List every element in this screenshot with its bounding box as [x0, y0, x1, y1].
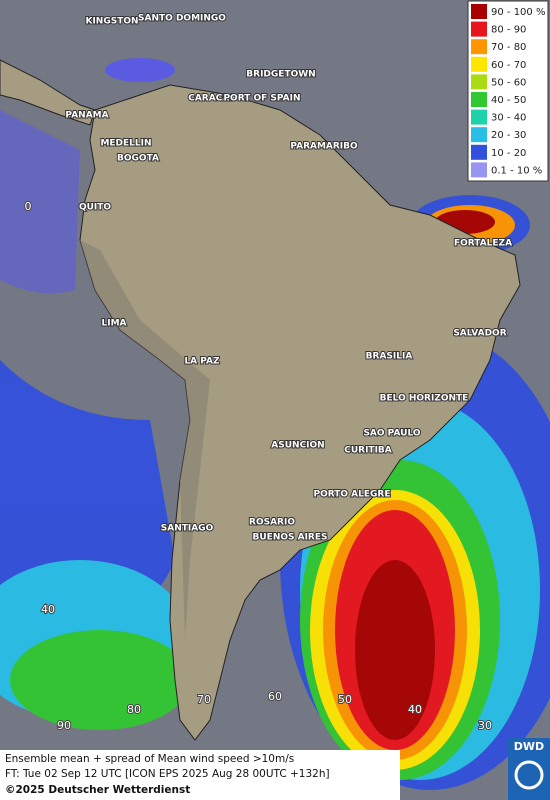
legend-swatch	[471, 39, 487, 55]
legend: 90 - 100 % 80 - 90 70 - 80 60 - 70 50 - 60 40…	[467, 0, 549, 182]
wind-area	[10, 630, 190, 730]
city-label: CURITIBA	[344, 446, 392, 456]
legend-label: 10 - 20	[491, 148, 526, 159]
city-label: PORT OF SPAIN	[223, 94, 300, 104]
legend-swatch	[471, 92, 487, 107]
graticule-label: 0	[25, 200, 32, 213]
legend-label: 50 - 60	[491, 77, 526, 88]
footer-text: ©2025 Deutscher Wetterdienst	[5, 784, 190, 796]
legend-swatch	[471, 109, 487, 125]
city-label: SANTO DOMINGO	[138, 14, 226, 24]
wind-area	[105, 58, 175, 82]
logo-text: DWD	[514, 740, 544, 753]
footer-box	[0, 750, 400, 800]
legend-label: 30 - 40	[491, 113, 526, 124]
legend-swatch	[471, 162, 487, 178]
legend-label: 90 - 100 %	[491, 7, 545, 18]
city-label: QUITO	[79, 203, 111, 213]
logo-icon	[514, 760, 544, 790]
city-label: BRIDGETOWN	[246, 70, 315, 80]
graticule-label: 40	[41, 603, 55, 616]
city-label: ROSARIO	[249, 518, 295, 528]
legend-swatch	[471, 144, 487, 160]
city-label: BRASILIA	[366, 352, 413, 362]
footer-text: Ensemble mean + spread of Mean wind spee…	[5, 753, 294, 765]
graticule-label: 80	[127, 703, 141, 716]
city-label: PARAMARIBO	[290, 142, 358, 152]
city-label: SANTIAGO	[161, 524, 214, 534]
city-label: FORTALEZA	[454, 239, 512, 249]
legend-swatch	[471, 4, 487, 19]
legend-label: 20 - 30	[491, 130, 526, 141]
city-label: SALVADOR	[453, 329, 506, 339]
legend-swatch	[471, 21, 487, 37]
city-label: KINGSTON	[85, 17, 138, 27]
city-label: SAO PAULO	[363, 429, 420, 439]
graticule-label: 30	[478, 719, 492, 732]
land	[0, 59, 96, 126]
legend-swatch	[471, 127, 487, 143]
city-label: LA PAZ	[184, 357, 220, 367]
graticule-label: 40	[408, 703, 422, 716]
legend-swatch	[471, 56, 487, 72]
city-label: PANAMA	[65, 111, 108, 121]
andes	[80, 240, 210, 640]
graticule-label: 70	[197, 693, 211, 706]
footer-text: FT: Tue 02 Sep 12 UTC [ICON EPS 2025 Aug…	[5, 768, 330, 780]
city-label: LIMA	[101, 319, 126, 329]
wind-area	[355, 560, 435, 740]
city-label: BELO HORIZONTE	[380, 394, 469, 404]
wind-area	[0, 110, 80, 294]
graticule-label: 90	[57, 719, 71, 732]
legend-label: 40 - 50	[491, 95, 526, 106]
legend-label: 80 - 90	[491, 25, 526, 36]
legend-label: 60 - 70	[491, 60, 526, 71]
city-label: BOGOTA	[117, 154, 159, 164]
logo-box	[508, 738, 550, 800]
legend-label: 0.1 - 10 %	[491, 165, 542, 176]
city-label: ASUNCION	[271, 441, 324, 451]
legend-swatch	[471, 74, 487, 90]
city-label: MEDELLIN	[100, 139, 151, 149]
graticule-label: 60	[268, 690, 282, 703]
city-label: BUENOS AIRES	[253, 533, 328, 543]
legend-label: 70 - 80	[491, 42, 526, 53]
city-label: CARACAS	[188, 94, 236, 104]
graticule-label: 50	[338, 693, 352, 706]
city-label: PORTO ALEGRE	[313, 490, 390, 500]
